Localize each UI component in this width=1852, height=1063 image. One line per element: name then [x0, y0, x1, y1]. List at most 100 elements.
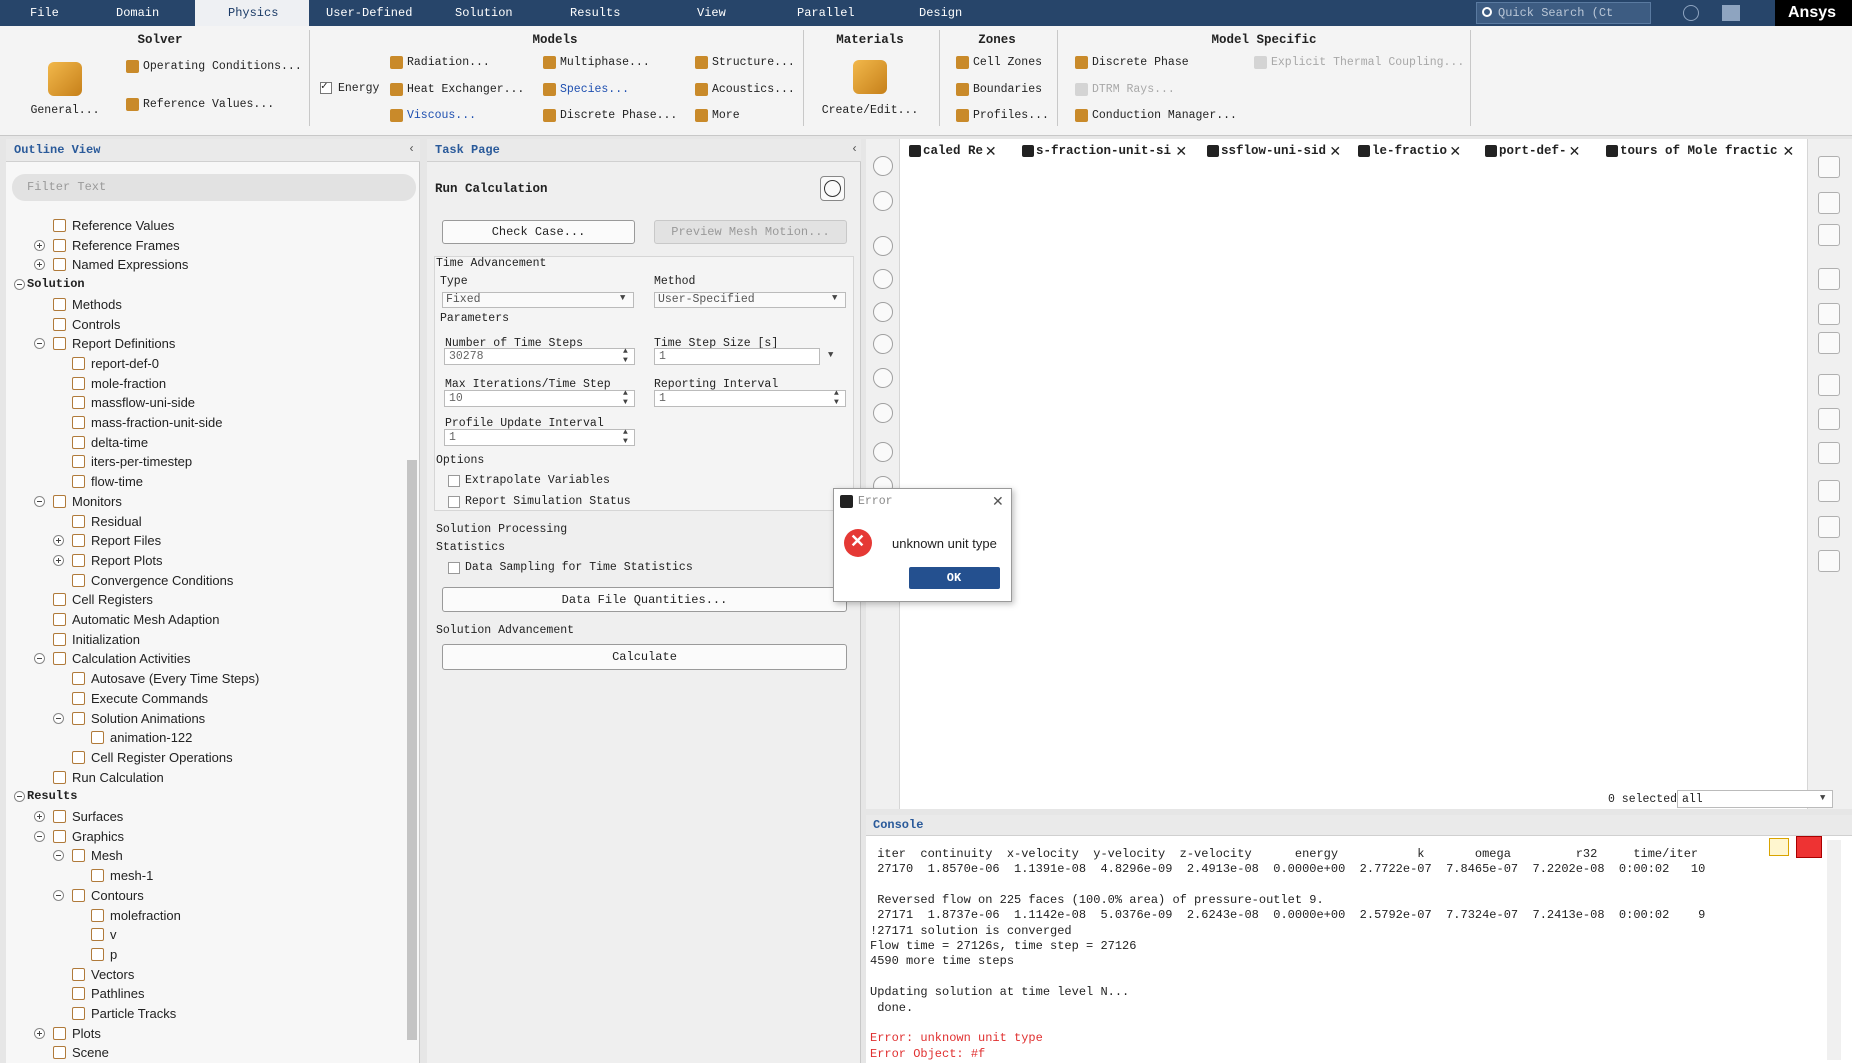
tree-item[interactable]: delta-time	[91, 435, 148, 450]
tree-item[interactable]: Mesh	[91, 848, 123, 863]
toolbar-icon[interactable]	[873, 302, 893, 322]
ribbon-item[interactable]: Species...	[560, 83, 629, 96]
ribbon-item[interactable]: Viscous...	[407, 109, 476, 122]
menu-tab[interactable]: User-Defined	[326, 6, 412, 20]
dialog-close[interactable]: ✕	[992, 493, 1004, 510]
input-field[interactable]	[654, 348, 820, 365]
tab-close[interactable]: ✕	[1783, 143, 1795, 160]
toolbar-icon[interactable]	[1818, 480, 1840, 502]
toolbar-icon[interactable]	[873, 334, 893, 354]
ribbon-item[interactable]: Radiation...	[407, 56, 490, 69]
menu-tab[interactable]: File	[30, 6, 59, 20]
ribbon-item[interactable]: More	[712, 109, 740, 122]
checkbox[interactable]	[448, 496, 460, 508]
graphics-tab[interactable]: le-fractio	[1372, 144, 1447, 158]
ribbon-item[interactable]: Acoustics...	[712, 83, 795, 96]
ribbon-item[interactable]: Discrete Phase	[1092, 56, 1189, 69]
ribbon-item[interactable]: Discrete Phase...	[560, 109, 677, 122]
graphics-tab[interactable]: tours of Mole fractic	[1620, 144, 1778, 158]
ribbon-item[interactable]: Multiphase...	[560, 56, 650, 69]
toolbar-icon[interactable]	[1818, 374, 1840, 396]
tree-item[interactable]: Named Expressions	[72, 257, 188, 272]
tree-item[interactable]: Calculation Activities	[72, 651, 191, 666]
menu-tab[interactable]: Physics	[228, 6, 278, 20]
stop-button[interactable]	[1796, 836, 1822, 858]
tab-close[interactable]: ✕	[1329, 143, 1341, 160]
menu-tab[interactable]: Parallel	[797, 6, 855, 20]
tree-item[interactable]: Pathlines	[91, 986, 144, 1001]
tree-item[interactable]: Cell Registers	[72, 592, 153, 607]
tree-item[interactable]: Autosave (Every Time Steps)	[91, 671, 259, 686]
tree-item[interactable]: Execute Commands	[91, 691, 208, 706]
ribbon-item[interactable]: Create/Edit...	[822, 104, 919, 117]
ribbon-item[interactable]: Operating Conditions...	[143, 60, 302, 73]
menu-tab[interactable]: Domain	[116, 6, 159, 20]
tree-item[interactable]: p	[110, 947, 117, 962]
tree-item[interactable]: Surfaces	[72, 809, 123, 824]
ribbon-item[interactable]: Heat Exchanger...	[407, 83, 524, 96]
toolbar-icon[interactable]	[873, 191, 893, 211]
tree-item[interactable]: Controls	[72, 317, 120, 332]
tree-item[interactable]: Contours	[91, 888, 144, 903]
toolbar-icon[interactable]	[1818, 550, 1840, 572]
tree-item[interactable]: massflow-uni-side	[91, 395, 195, 410]
tab-close[interactable]: ✕	[1569, 143, 1581, 160]
ribbon-item[interactable]: Structure...	[712, 56, 795, 69]
tree-item[interactable]: v	[110, 927, 117, 942]
tree-item[interactable]: Initialization	[72, 632, 140, 647]
tree-item[interactable]: Reference Values	[72, 218, 174, 233]
ribbon-item[interactable]: Profiles...	[973, 109, 1049, 122]
toolbar-icon[interactable]	[873, 368, 893, 388]
tree-item[interactable]: Solution	[27, 277, 85, 291]
ribbon-item[interactable]: Conduction Manager...	[1092, 109, 1237, 122]
tree-item[interactable]: Results	[27, 789, 77, 803]
checkbox[interactable]	[448, 562, 460, 574]
warning-icon[interactable]	[1769, 838, 1789, 856]
tree-item[interactable]: Convergence Conditions	[91, 573, 233, 588]
tree-item[interactable]: Particle Tracks	[91, 1006, 176, 1021]
tree-item[interactable]: animation-122	[110, 730, 192, 745]
tab-close[interactable]: ✕	[1449, 143, 1461, 160]
checkbox[interactable]	[448, 475, 460, 487]
tree-item[interactable]: mesh-1	[110, 868, 153, 883]
graphics-tab[interactable]: port-def-	[1499, 144, 1567, 158]
tree-item[interactable]: mass-fraction-unit-side	[91, 415, 223, 430]
tree-item[interactable]: Methods	[72, 297, 122, 312]
tree-item[interactable]: Cell Register Operations	[91, 750, 233, 765]
toolbar-icon[interactable]	[873, 269, 893, 289]
tree-item[interactable]: Report Definitions	[72, 336, 175, 351]
ribbon-item[interactable]: Cell Zones	[973, 56, 1042, 69]
tree-item[interactable]: flow-time	[91, 474, 143, 489]
toolbar-icon[interactable]	[1818, 442, 1840, 464]
tree-item[interactable]: Run Calculation	[72, 770, 164, 785]
input-field[interactable]	[444, 429, 635, 446]
menu-tab[interactable]: View	[697, 6, 726, 20]
tree-item[interactable]: Monitors	[72, 494, 122, 509]
menu-tab[interactable]: Solution	[455, 6, 513, 20]
toolbar-icon[interactable]	[1818, 516, 1840, 538]
tree-item[interactable]: Residual	[91, 514, 142, 529]
menu-tab[interactable]: Design	[919, 6, 962, 20]
tree-item[interactable]: iters-per-timestep	[91, 454, 192, 469]
toolbar-icon[interactable]	[873, 442, 893, 462]
ribbon-item[interactable]: Reference Values...	[143, 98, 274, 111]
tab-close[interactable]: ✕	[1175, 143, 1187, 160]
tree-item[interactable]: Scene	[72, 1045, 109, 1060]
tab-close[interactable]: ✕	[985, 143, 997, 160]
toolbar-icon[interactable]	[1818, 408, 1840, 430]
toolbar-icon[interactable]	[1818, 224, 1840, 246]
ribbon-item[interactable]: General...	[30, 104, 99, 117]
tree-item[interactable]: molefraction	[110, 908, 181, 923]
graphics-tab[interactable]: caled Re	[923, 144, 983, 158]
toolbar-icon[interactable]	[873, 236, 893, 256]
toolbar-icon[interactable]	[1818, 332, 1840, 354]
menu-tab[interactable]: Results	[570, 6, 620, 20]
input-field[interactable]	[444, 390, 635, 407]
tree-item[interactable]: mole-fraction	[91, 376, 166, 391]
toolbar-icon[interactable]	[873, 156, 893, 176]
tree-item[interactable]: Graphics	[72, 829, 124, 844]
graphics-tab[interactable]: ssflow-uni-sid	[1221, 144, 1326, 158]
ribbon-item[interactable]: Energy	[338, 82, 379, 95]
tree-item[interactable]: Report Files	[91, 533, 161, 548]
tree-item[interactable]: Automatic Mesh Adaption	[72, 612, 219, 627]
